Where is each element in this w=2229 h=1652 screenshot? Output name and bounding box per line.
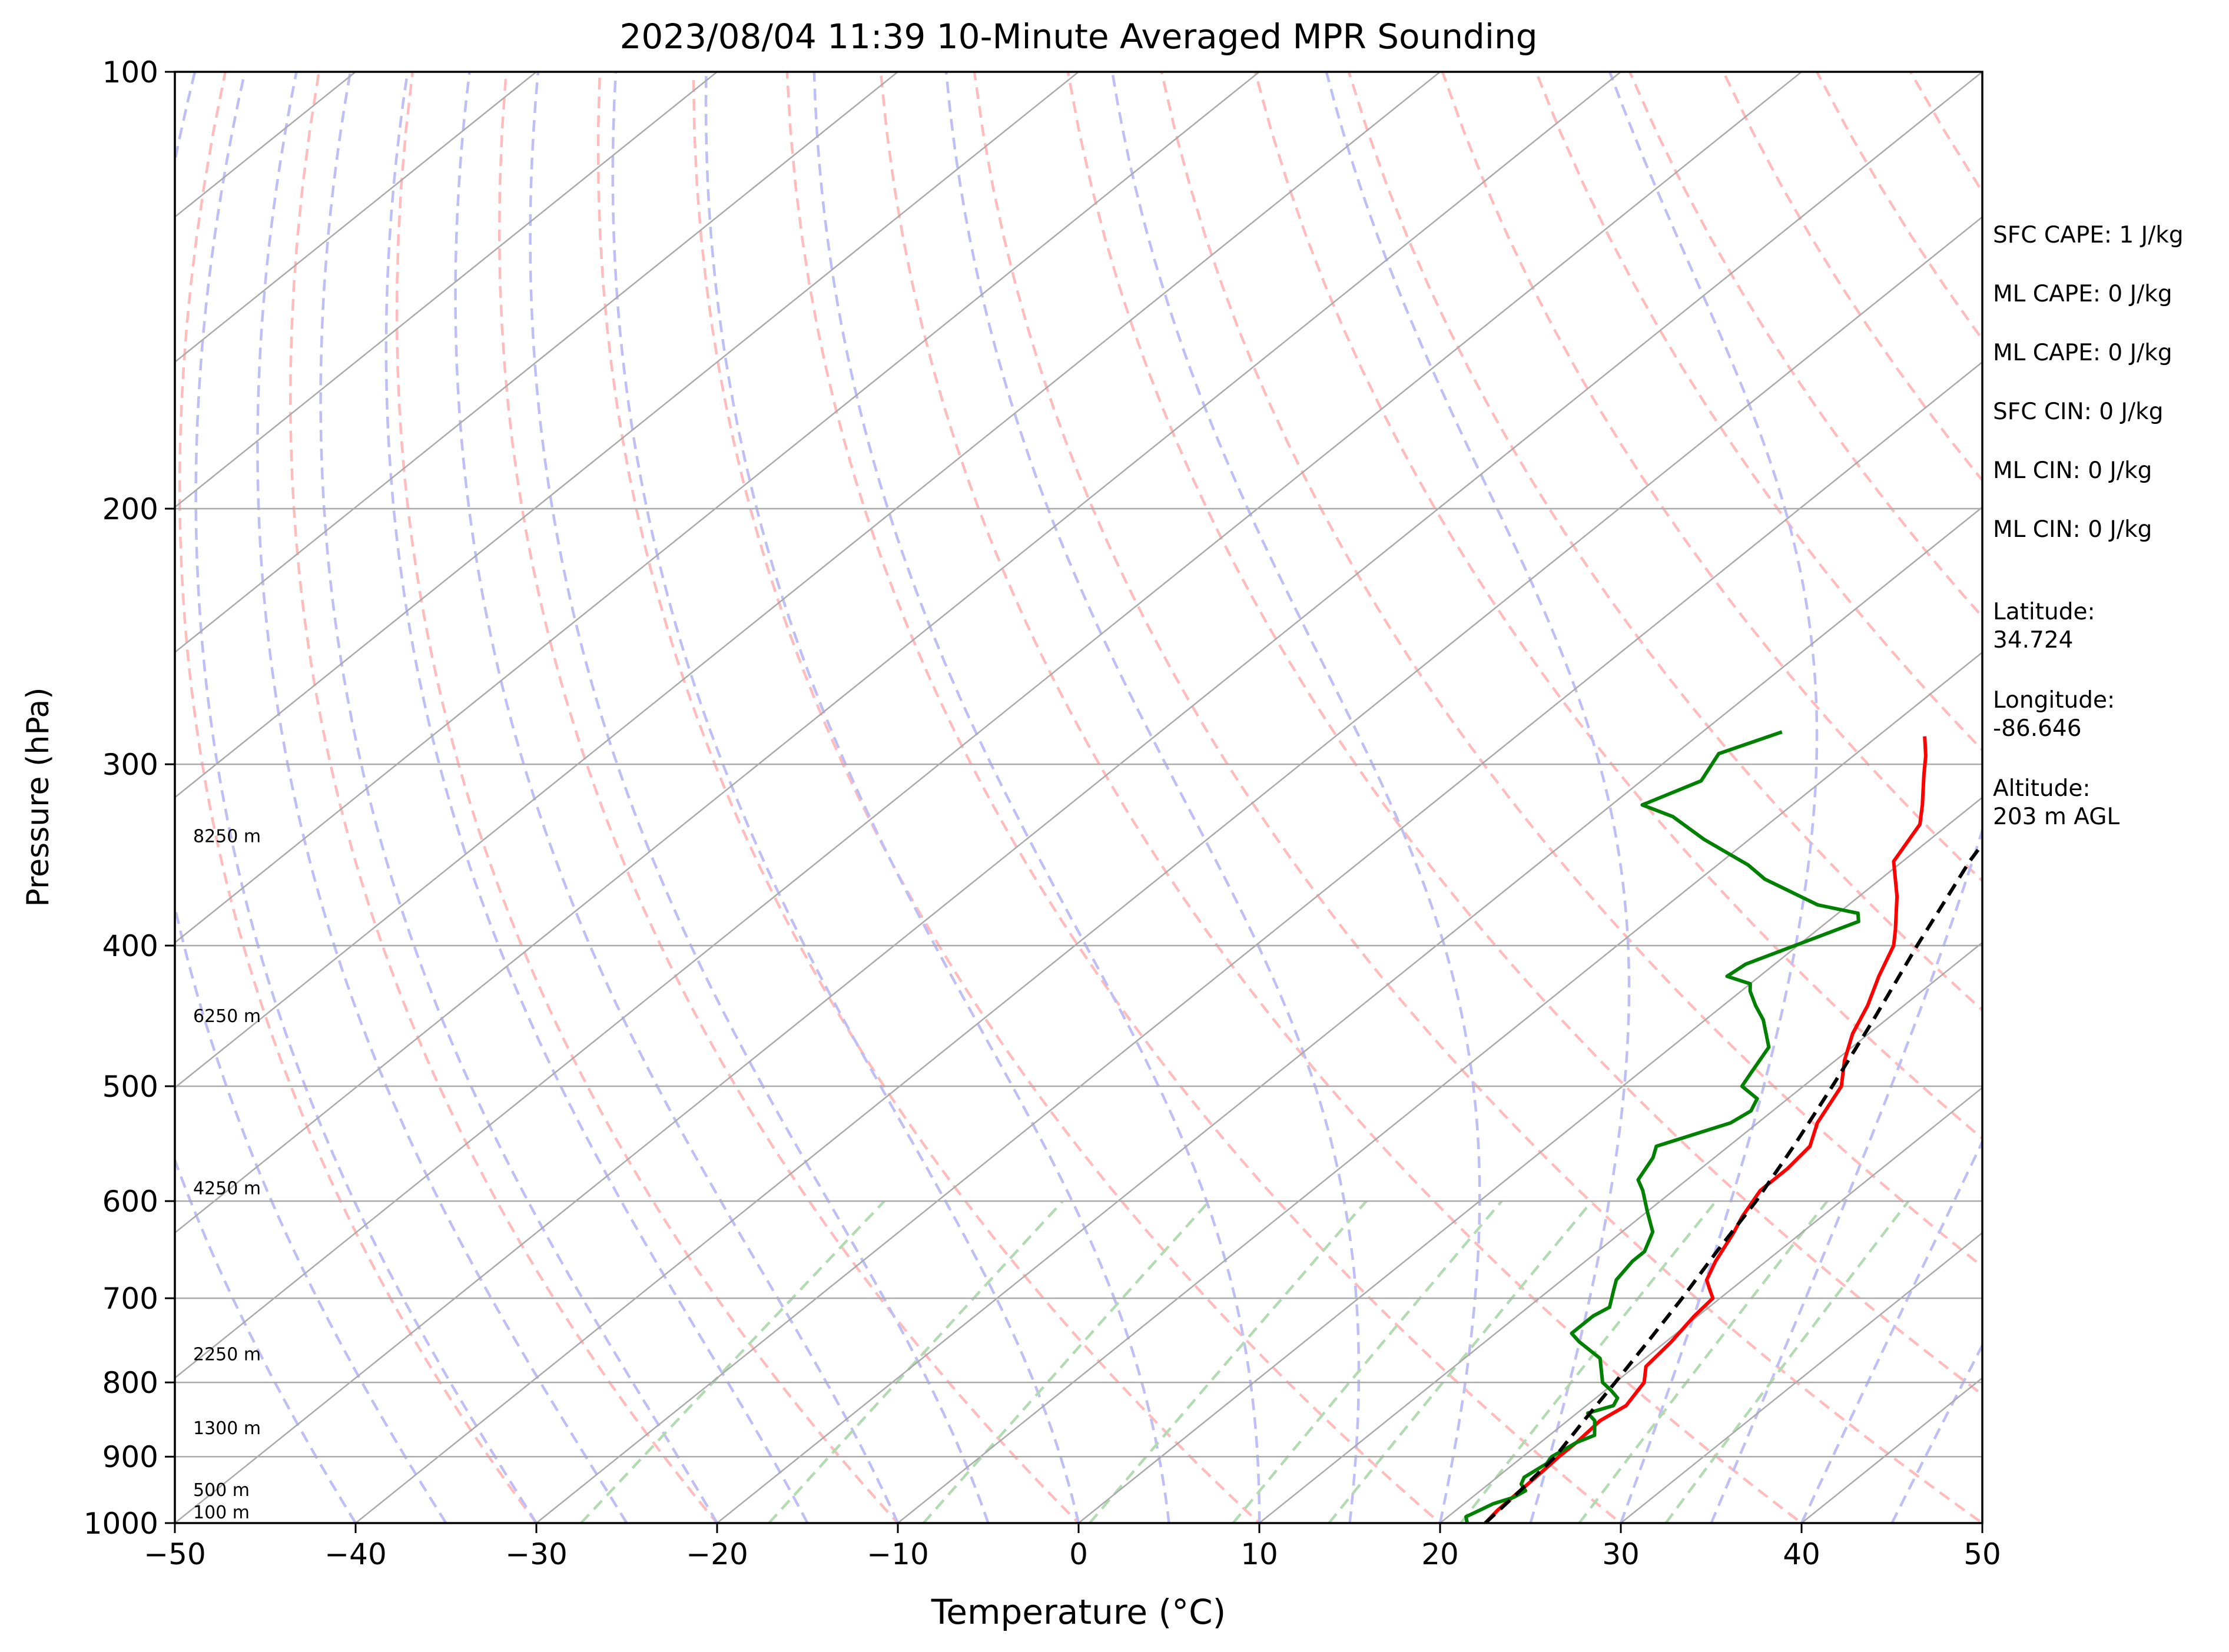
x-tick-label: −40 bbox=[324, 1537, 387, 1571]
x-tick-label: 20 bbox=[1421, 1537, 1459, 1571]
dry-adiabat bbox=[178, 72, 538, 1523]
moist-adiabats bbox=[175, 72, 1982, 1523]
moist-adiabat bbox=[944, 72, 1361, 1523]
y-axis-label: Pressure (hPa) bbox=[21, 688, 56, 907]
y-tick-label: 900 bbox=[102, 1440, 158, 1474]
y-tick-label: 500 bbox=[102, 1070, 158, 1104]
height-label: 500 m bbox=[193, 1480, 250, 1501]
dry-adiabat bbox=[785, 72, 1623, 1523]
moist-adiabat bbox=[1890, 1342, 1982, 1523]
y-tick-label: 100 bbox=[102, 55, 158, 89]
dewpoint-line bbox=[1464, 730, 1860, 1523]
stats-panel: SFC CAPE: 1 J/kg ML CAPE: 0 J/kg ML CAPE: … bbox=[1993, 222, 2184, 830]
isotherm bbox=[175, 72, 537, 363]
isotherm bbox=[536, 361, 1982, 1523]
y-tick-label: 200 bbox=[102, 492, 158, 526]
isotherm bbox=[1259, 941, 1982, 1523]
stat-text: ML CIN: 0 J/kg bbox=[1993, 457, 2152, 484]
y-tick-label: 300 bbox=[102, 748, 158, 782]
moist-adiabat bbox=[1608, 72, 1819, 1523]
isotherm bbox=[1620, 1232, 1982, 1523]
stat-text: ML CIN: 0 J/kg bbox=[1993, 516, 2152, 543]
moist-adiabat bbox=[175, 72, 447, 1523]
background-lines bbox=[175, 72, 1982, 1523]
stat-text: SFC CIN: 0 J/kg bbox=[1993, 399, 2163, 425]
location-label: Latitude: bbox=[1993, 599, 2095, 625]
moist-adiabat bbox=[175, 1156, 357, 1523]
y-tick-label: 1000 bbox=[84, 1507, 158, 1541]
y-axis-ticks: 100 200 300 400 500 600 700 800 900 1000 bbox=[84, 55, 175, 1541]
dry-adiabat bbox=[1347, 72, 1982, 1012]
dry-adiabat bbox=[288, 72, 719, 1523]
height-label: 2250 m bbox=[193, 1344, 261, 1365]
dry-adiabat bbox=[596, 72, 1262, 1523]
dry-adiabat bbox=[973, 72, 1982, 1523]
dry-adiabat bbox=[1066, 72, 1982, 1396]
y-tick-label: 600 bbox=[102, 1185, 158, 1219]
moist-adiabat bbox=[704, 72, 1170, 1523]
location-value: 34.724 bbox=[1993, 627, 2073, 653]
stat-text: SFC CAPE: 1 J/kg bbox=[1993, 222, 2184, 248]
isotherm bbox=[1439, 1086, 1982, 1523]
x-tick-label: 10 bbox=[1240, 1537, 1278, 1571]
isotherm bbox=[175, 72, 1621, 1234]
isotherm bbox=[175, 72, 1802, 1379]
isotherm bbox=[175, 72, 1079, 799]
chart-title: 2023/08/04 11:39 10-Minute Averaged MPR … bbox=[619, 16, 1537, 57]
isotherm bbox=[355, 215, 1982, 1523]
parcel-path-line bbox=[1484, 841, 1982, 1523]
height-label: 100 m bbox=[193, 1502, 250, 1523]
moist-adiabat bbox=[454, 72, 900, 1523]
x-axis-label: Temperature (°C) bbox=[931, 1592, 1226, 1632]
moist-adiabat bbox=[1325, 72, 1631, 1523]
y-tick-label: 800 bbox=[102, 1366, 158, 1400]
moist-adiabat bbox=[256, 72, 628, 1523]
y-tick-label: 400 bbox=[102, 929, 158, 963]
moist-adiabat bbox=[529, 72, 990, 1523]
isotherm bbox=[175, 72, 718, 509]
location-value: 203 m AGL bbox=[1993, 804, 2119, 830]
moist-adiabat bbox=[1800, 1139, 1982, 1523]
isotherm bbox=[1078, 796, 1982, 1523]
dry-adiabat bbox=[692, 72, 1442, 1523]
x-tick-label: 40 bbox=[1783, 1537, 1820, 1571]
x-axis-ticks: −50 −40 −30 −20 −10 0 10 20 30 40 50 bbox=[144, 1523, 2001, 1571]
location-value: -86.646 bbox=[1993, 715, 2082, 742]
height-label: 1300 m bbox=[193, 1418, 261, 1439]
isotherm bbox=[717, 506, 1982, 1523]
x-tick-label: −20 bbox=[686, 1537, 748, 1571]
height-label: 8250 m bbox=[193, 826, 261, 847]
x-tick-label: −50 bbox=[144, 1537, 206, 1571]
x-tick-label: 50 bbox=[1963, 1537, 2001, 1571]
height-label: 6250 m bbox=[193, 1006, 261, 1027]
data-series bbox=[1464, 730, 1982, 1523]
mixing-ratio-line bbox=[922, 1200, 1210, 1523]
height-label: 4250 m bbox=[193, 1179, 261, 1199]
isotherm bbox=[175, 72, 1260, 944]
isotherm bbox=[175, 72, 898, 653]
moist-adiabat bbox=[384, 72, 809, 1523]
moist-adiabat bbox=[194, 72, 538, 1523]
x-tick-label: 0 bbox=[1069, 1537, 1088, 1571]
stat-text: ML CAPE: 0 J/kg bbox=[1993, 340, 2172, 366]
x-tick-label: 30 bbox=[1602, 1537, 1640, 1571]
moist-adiabat bbox=[319, 72, 718, 1523]
moist-adiabat bbox=[611, 72, 1080, 1523]
stat-text: ML CAPE: 0 J/kg bbox=[1993, 281, 2172, 307]
mixing-ratio-line bbox=[1089, 1200, 1368, 1523]
x-tick-label: −30 bbox=[505, 1537, 568, 1571]
isotherm bbox=[175, 72, 1982, 1523]
dry-adiabat bbox=[1534, 72, 1982, 752]
x-tick-label: −10 bbox=[867, 1537, 929, 1571]
isotherm bbox=[897, 651, 1982, 1523]
location-label: Longitude: bbox=[1993, 687, 2115, 714]
y-tick-label: 700 bbox=[102, 1282, 158, 1316]
isotherms bbox=[175, 72, 1982, 1523]
location-label: Altitude: bbox=[1993, 775, 2091, 802]
moist-adiabat bbox=[1110, 72, 1481, 1523]
isotherm bbox=[175, 72, 1441, 1089]
